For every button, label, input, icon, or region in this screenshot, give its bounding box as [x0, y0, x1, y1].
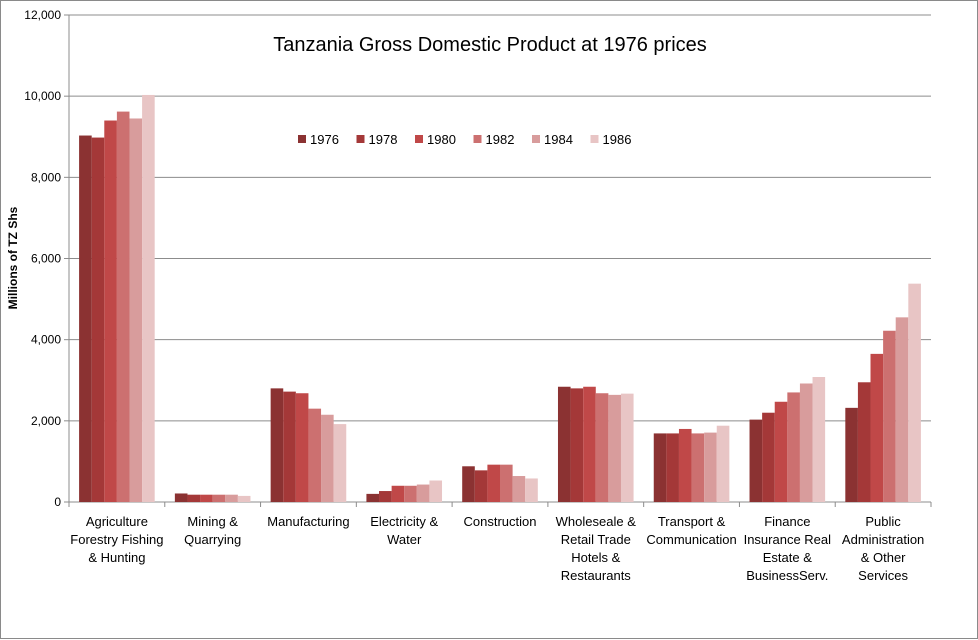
bar-1986 [525, 478, 538, 502]
bar-1980 [870, 353, 884, 502]
bar-1976 [270, 388, 284, 502]
y-tick-label: 0 [54, 495, 61, 509]
bar-1984 [129, 118, 143, 503]
bar-1984 [608, 394, 621, 502]
bar-1976 [749, 419, 763, 502]
chart-title: Tanzania Gross Domestic Product at 1976 … [273, 34, 707, 56]
y-tick-label: 12,000 [24, 8, 61, 22]
bar-1986 [812, 377, 826, 502]
bar-1986 [908, 283, 921, 502]
bar-1976 [653, 433, 667, 502]
legend-swatch [415, 135, 423, 143]
bar-1986 [716, 425, 730, 502]
category-label: Electricity & Water [370, 514, 438, 547]
category-label: Wholeseale & Retail Trade Hotels & Restaura… [556, 514, 637, 583]
bar-1976 [462, 466, 475, 502]
bar-1978 [283, 391, 296, 502]
bar-1980 [295, 393, 309, 502]
bar-1978 [570, 388, 584, 502]
bar-1976 [174, 493, 188, 502]
category-label: Finance Insurance Real Estate & BusinessSer… [744, 514, 832, 583]
y-tick-label: 6,000 [31, 252, 61, 266]
bar-1980 [391, 485, 405, 502]
bar-1984 [895, 317, 909, 502]
bar-1980 [104, 120, 117, 503]
legend-label: 1982 [486, 132, 515, 147]
bar-1978 [762, 412, 775, 502]
bar-1982 [308, 408, 322, 502]
bar-1982 [691, 433, 705, 502]
bar-1984 [225, 494, 238, 502]
bar-1976 [366, 493, 380, 502]
bar-1978 [474, 470, 488, 502]
legend-swatch [532, 135, 540, 143]
bar-1984 [512, 476, 526, 502]
legend-label: 1978 [369, 132, 398, 147]
bars [79, 94, 921, 503]
bar-1978 [91, 137, 105, 503]
bar-1980 [583, 386, 596, 502]
category-label: Manufacturing [267, 514, 349, 529]
bar-1982 [404, 485, 417, 502]
legend-swatch [473, 135, 482, 143]
bar-1982 [883, 330, 896, 502]
bar-1982 [500, 464, 513, 502]
bar-1978 [187, 494, 201, 502]
bar-1986 [237, 495, 251, 502]
legend-swatch [298, 135, 306, 143]
legend-swatch [590, 135, 599, 143]
legend: 1976 1978 1980 1982 1984 1986 [298, 132, 631, 147]
bar-1978 [857, 382, 871, 502]
bar-1984 [416, 484, 430, 502]
bar-1980 [774, 401, 788, 502]
bar-1980 [200, 494, 213, 502]
y-tick-label: 10,000 [24, 89, 61, 103]
bar-1978 [379, 491, 392, 502]
bar-1976 [79, 135, 92, 502]
bar-1982 [116, 111, 130, 503]
category-labels: Agriculture Forestry Fishing & Hunting Mini… [70, 514, 924, 583]
gridlines [69, 14, 931, 422]
bar-1986 [429, 480, 443, 502]
legend-label: 1984 [544, 132, 573, 147]
bar-1982 [787, 392, 800, 502]
bar-1980 [487, 464, 500, 502]
bar-1976 [845, 407, 858, 502]
category-label: Agriculture Forestry Fishing & Hunting [70, 514, 163, 565]
bar-1984 [799, 383, 813, 502]
bar-1980 [678, 428, 692, 502]
category-label: Mining & Quarrying [184, 514, 241, 547]
y-tick-label: 8,000 [31, 170, 61, 184]
bar-1976 [557, 386, 571, 502]
y-axis-label: Millions of TZ Shs [6, 206, 20, 309]
category-label: Transport & Communication [646, 514, 736, 547]
legend-label: 1980 [427, 132, 456, 147]
bar-1982 [212, 494, 226, 502]
legend-swatch [356, 135, 365, 143]
bar-1978 [666, 433, 679, 502]
bar-1986 [142, 94, 155, 503]
bar-1986 [333, 424, 347, 502]
legend-label: 1986 [603, 132, 632, 147]
bar-1984 [321, 414, 334, 502]
legend-label: 1976 [310, 132, 339, 147]
y-tick-label: 2,000 [31, 414, 61, 428]
category-label: Public Administration & Other Services [842, 514, 924, 583]
category-label: Construction [464, 514, 537, 529]
y-tick-label: 4,000 [31, 333, 61, 347]
bar-1984 [704, 432, 717, 502]
bar-1986 [620, 393, 634, 502]
bar-1982 [595, 393, 609, 502]
